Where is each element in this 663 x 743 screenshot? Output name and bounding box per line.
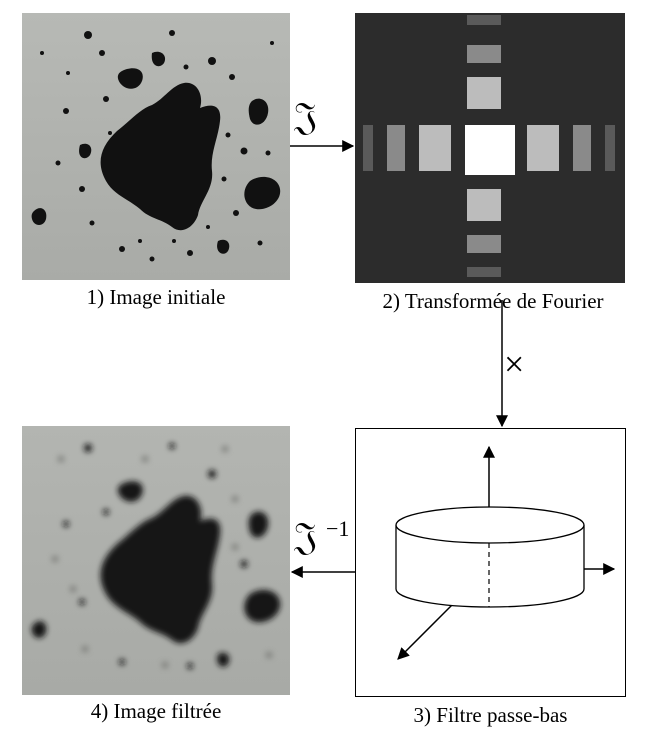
- low-pass-filter-label: 3) Filtre passe-bas: [413, 703, 568, 727]
- filtered-image-label: 4) Image filtrée: [90, 699, 222, 723]
- fourier-transform-label: 2) Transformée de Fourier: [382, 289, 604, 313]
- fourier-operator-symbol: 𝔍: [294, 96, 318, 138]
- initial-image-label: 1) Image initiale: [86, 285, 226, 309]
- filtered-image: [22, 426, 290, 695]
- low-pass-filter: [355, 428, 626, 697]
- inverse-exponent: −1: [326, 516, 350, 541]
- initial-image-blot: [22, 13, 290, 280]
- fourier-transform: [355, 13, 625, 283]
- initial-image: [22, 13, 290, 280]
- cylinder-filter-diagram: [395, 445, 616, 660]
- inverse-fourier-operator-symbol: 𝔍: [294, 516, 318, 558]
- fourier-spectrum: [355, 13, 625, 283]
- multiply-operator-symbol: ×: [504, 344, 525, 384]
- filtered-image-blot: [22, 426, 290, 695]
